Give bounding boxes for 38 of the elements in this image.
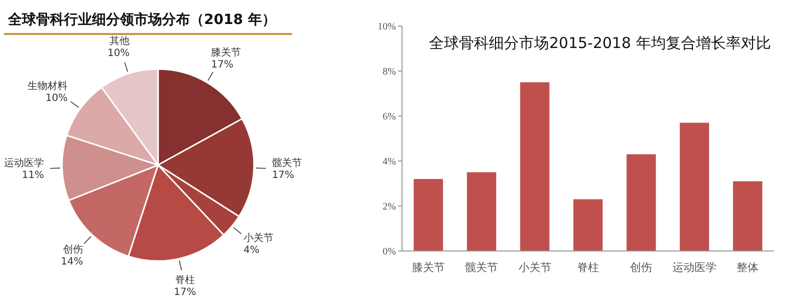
x-tick-label: 膝关节 bbox=[412, 261, 445, 274]
x-tick-label: 整体 bbox=[736, 261, 759, 274]
data-label: 4% bbox=[244, 245, 260, 256]
slice-label: 运动医学 bbox=[4, 156, 44, 169]
slice-label: 小关节 bbox=[244, 232, 274, 244]
y-tick-label: 8% bbox=[382, 66, 396, 78]
y-tick-label: 6% bbox=[382, 112, 396, 122]
y-tick-label: 10% bbox=[378, 22, 396, 32]
slice-label: 其他 bbox=[110, 35, 130, 48]
slice-label: 脊柱 bbox=[175, 274, 196, 286]
data-label: 11% bbox=[22, 170, 44, 181]
chart-title: 全球骨科行业细分领市场分布（2018 年） bbox=[7, 11, 276, 28]
data-label: 17% bbox=[174, 287, 196, 298]
slice-label: 创伤 bbox=[63, 243, 84, 256]
bar bbox=[733, 181, 762, 251]
data-label: 14% bbox=[60, 256, 84, 268]
data-label: 17% bbox=[211, 59, 234, 70]
bar bbox=[414, 179, 443, 251]
y-tick-label: 4% bbox=[382, 156, 396, 168]
data-label: 10% bbox=[107, 48, 130, 60]
slice-label: 生物材料 bbox=[28, 80, 68, 92]
bar bbox=[626, 154, 656, 251]
slice-label: 髋关节 bbox=[272, 156, 302, 169]
bar bbox=[520, 82, 550, 251]
y-tick-label: 0% bbox=[382, 246, 396, 258]
x-tick-label: 髋关节 bbox=[465, 261, 498, 274]
x-tick-label: 运动医学 bbox=[672, 261, 716, 274]
data-label: 17% bbox=[272, 170, 294, 181]
x-tick-label: 创伤 bbox=[630, 261, 652, 274]
bar bbox=[573, 199, 603, 251]
slice-label: 膝关节 bbox=[211, 46, 242, 58]
bar bbox=[680, 122, 710, 251]
x-tick-label: 小关节 bbox=[518, 261, 552, 274]
text: 全球骨科细分市场2015-2018 年均复合增长率对比 bbox=[429, 34, 771, 52]
y-tick-label: 2% bbox=[382, 202, 396, 212]
x-tick-label: 脊柱 bbox=[577, 261, 599, 274]
data-label: 10% bbox=[45, 93, 68, 104]
bar bbox=[466, 172, 496, 251]
